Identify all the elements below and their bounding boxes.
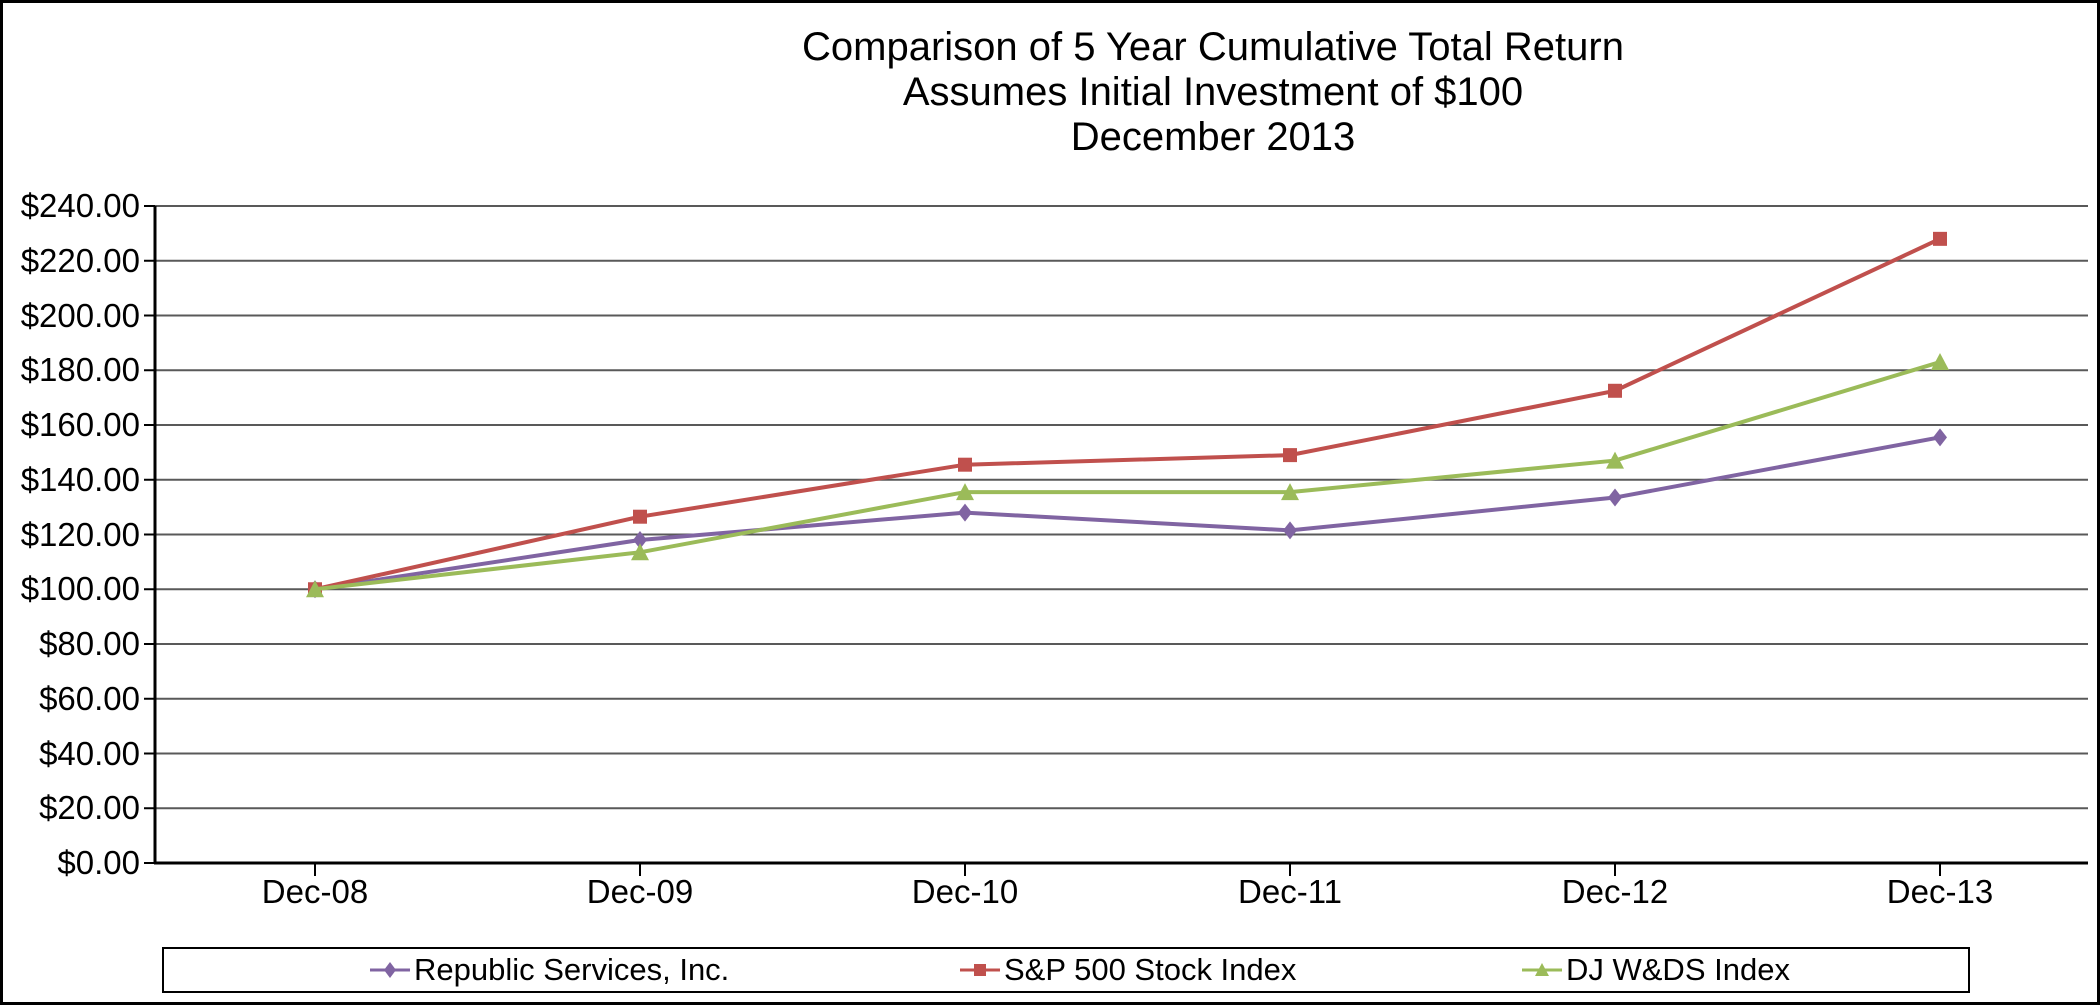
marker-square bbox=[1608, 383, 1622, 398]
legend-marker-triangle-icon bbox=[1522, 963, 1562, 976]
marker-diamond bbox=[1608, 488, 1622, 507]
series-line bbox=[314, 435, 1941, 592]
y-axis-tick-label: $140.00 bbox=[20, 460, 140, 498]
plot-area bbox=[144, 205, 2088, 876]
y-axis-tick-label: $40.00 bbox=[39, 734, 140, 772]
marker-triangle bbox=[1606, 451, 1624, 469]
marker-square bbox=[958, 457, 972, 472]
chart-title-line1: Comparison of 5 Year Cumulative Total Re… bbox=[802, 25, 1624, 69]
y-axis-tick-label: $200.00 bbox=[20, 296, 140, 334]
x-axis-tick-label: Dec-12 bbox=[1561, 873, 1669, 910]
marker-diamond bbox=[1933, 428, 1947, 447]
y-axis-tick-label: $160.00 bbox=[20, 406, 140, 443]
y-axis-tick-label: $80.00 bbox=[39, 625, 140, 662]
marker-triangle bbox=[631, 543, 649, 561]
marker-square bbox=[1933, 231, 1947, 246]
marker-diamond bbox=[633, 530, 647, 549]
marker-triangle bbox=[956, 483, 974, 501]
x-axis-tick-label: Dec-11 bbox=[1238, 873, 1342, 910]
y-axis-tick-label: $60.00 bbox=[39, 679, 140, 717]
y-axis-tick-label: $220.00 bbox=[20, 241, 140, 279]
x-axis-tick-label: Dec-13 bbox=[1886, 873, 1994, 910]
legend: Republic Services, Inc. S&P 500 Stock Ind… bbox=[162, 947, 1970, 993]
series-line bbox=[314, 237, 1941, 592]
legend-marker-square-icon bbox=[960, 964, 1000, 976]
x-axis-tick-label: Dec-10 bbox=[911, 873, 1019, 910]
chart-title: Comparison of 5 Year Cumulative Total Re… bbox=[323, 25, 2097, 160]
legend-item: DJ W&DS Index bbox=[1522, 949, 1790, 991]
legend-marker-diamond-icon bbox=[370, 962, 410, 978]
y-axis-tick-label: $180.00 bbox=[20, 351, 140, 389]
x-axis-tick-label: Dec-09 bbox=[586, 873, 694, 910]
legend-label: DJ W&DS Index bbox=[1566, 952, 1790, 987]
legend-label: S&P 500 Stock Index bbox=[1004, 952, 1297, 987]
marker-triangle bbox=[306, 580, 324, 598]
y-axis-tick-label: $100.00 bbox=[20, 570, 140, 608]
marker-square bbox=[633, 509, 647, 524]
series-line bbox=[314, 360, 1941, 592]
y-axis-tick-label: $20.00 bbox=[39, 789, 140, 827]
legend-label: Republic Services, Inc. bbox=[414, 952, 730, 987]
chart-title-line3: December 2013 bbox=[1070, 115, 1356, 159]
marker-square bbox=[1283, 448, 1297, 463]
y-axis-tick-label: $240.00 bbox=[20, 187, 140, 224]
chart-title-line2: Assumes Initial Investment of $100 bbox=[902, 70, 1524, 114]
marker-diamond bbox=[1283, 521, 1297, 540]
legend-item: Republic Services, Inc. bbox=[370, 949, 729, 991]
marker-triangle bbox=[1931, 353, 1949, 371]
y-axis-tick-label: $0.00 bbox=[57, 844, 140, 881]
legend-item: S&P 500 Stock Index bbox=[960, 949, 1296, 991]
marker-triangle bbox=[1281, 483, 1299, 501]
marker-diamond bbox=[958, 503, 972, 522]
y-axis-tick-label: $120.00 bbox=[20, 515, 140, 553]
x-axis-tick-label: Dec-08 bbox=[261, 873, 369, 910]
